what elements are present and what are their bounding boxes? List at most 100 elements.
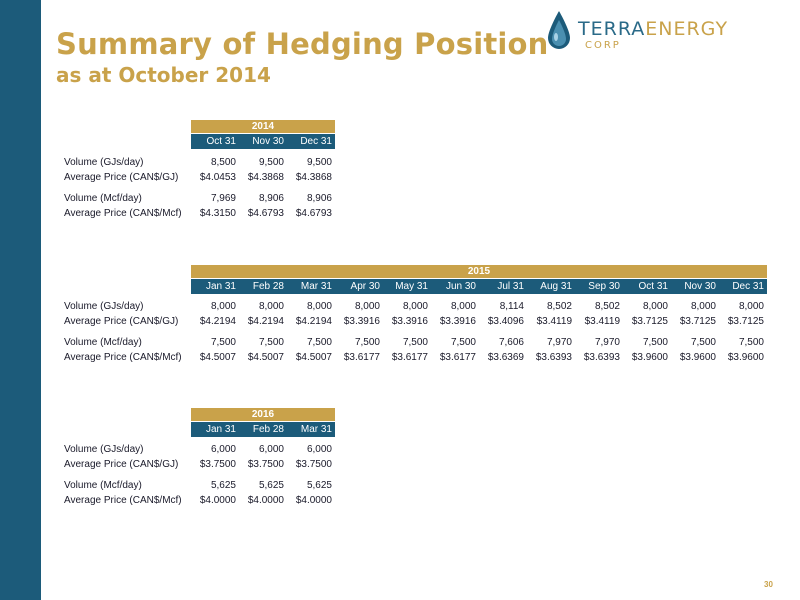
table-cell: 8,000 bbox=[402, 301, 428, 312]
table-cell: 7,500 bbox=[210, 337, 236, 348]
table-cell: $3.6393 bbox=[535, 352, 572, 363]
column-header: Oct 31 bbox=[638, 281, 668, 292]
table-cell: $4.0000 bbox=[295, 495, 332, 506]
row-label: Average Price (CAN$/GJ) bbox=[64, 316, 179, 327]
table-cell: 7,500 bbox=[450, 337, 476, 348]
table-cell: $3.7500 bbox=[199, 459, 236, 470]
table-cell: $3.3916 bbox=[391, 316, 428, 327]
table-cell: $4.6793 bbox=[295, 208, 332, 219]
table-cell: 6,000 bbox=[306, 444, 332, 455]
table-cell: $3.4119 bbox=[536, 316, 572, 327]
table-cell: 7,500 bbox=[306, 337, 332, 348]
table-cell: 7,500 bbox=[738, 337, 764, 348]
column-header: Dec 31 bbox=[300, 136, 332, 147]
table-cell: $4.5007 bbox=[247, 352, 284, 363]
table-cell: 7,500 bbox=[642, 337, 668, 348]
table-cell: $3.7125 bbox=[679, 316, 716, 327]
page-subtitle: as at October 2014 bbox=[56, 63, 271, 87]
row-label: Average Price (CAN$/Mcf) bbox=[64, 208, 182, 219]
table-cell: 6,000 bbox=[258, 444, 284, 455]
table-cell: $3.6393 bbox=[583, 352, 620, 363]
table-cell: 8,500 bbox=[210, 157, 236, 168]
column-header-row: Oct 31 Nov 30 Dec 31 bbox=[191, 134, 335, 149]
column-header: Apr 30 bbox=[350, 281, 380, 292]
year-header: 2016 bbox=[191, 408, 335, 421]
table-cell: 7,969 bbox=[210, 193, 236, 204]
table-cell: $4.5007 bbox=[199, 352, 236, 363]
table-cell: 7,606 bbox=[498, 337, 524, 348]
column-header: May 31 bbox=[395, 281, 428, 292]
table-cell: 8,906 bbox=[306, 193, 332, 204]
table-cell: 7,970 bbox=[546, 337, 572, 348]
logo-word-energy: ENERGY bbox=[645, 18, 729, 40]
column-header: Jan 31 bbox=[205, 281, 236, 292]
table-cell: 8,000 bbox=[642, 301, 668, 312]
table-cell: 9,500 bbox=[258, 157, 284, 168]
table-cell: $3.3916 bbox=[439, 316, 476, 327]
table-cell: $4.2194 bbox=[247, 316, 284, 327]
table-cell: 7,500 bbox=[258, 337, 284, 348]
table-cell: 8,906 bbox=[258, 193, 284, 204]
page-title: Summary of Hedging Position bbox=[56, 27, 549, 61]
table-cell: $4.6793 bbox=[247, 208, 284, 219]
table-cell: 9,500 bbox=[306, 157, 332, 168]
table-cell: 7,970 bbox=[594, 337, 620, 348]
table-cell: $4.3150 bbox=[199, 208, 236, 219]
column-header-row: Jan 31 Feb 28 Mar 31 Apr 30 May 31 Jun 30 Jul … bbox=[191, 279, 767, 294]
table-cell: $3.4119 bbox=[584, 316, 620, 327]
column-header: Nov 30 bbox=[684, 281, 716, 292]
logo-drop-icon bbox=[548, 11, 570, 49]
logo-word-terra: TERRA bbox=[578, 18, 646, 40]
table-cell: $4.5007 bbox=[295, 352, 332, 363]
table-cell: 8,000 bbox=[450, 301, 476, 312]
row-label: Volume (GJs/day) bbox=[64, 301, 144, 312]
table-cell: 8,000 bbox=[258, 301, 284, 312]
table-cell: 8,000 bbox=[690, 301, 716, 312]
row-label: Volume (GJs/day) bbox=[64, 157, 144, 168]
column-header: Oct 31 bbox=[206, 136, 236, 147]
column-header-row: Jan 31 Feb 28 Mar 31 bbox=[191, 422, 335, 437]
table-cell: 5,625 bbox=[210, 480, 236, 491]
table-cell: $3.6177 bbox=[343, 352, 380, 363]
logo-corp: CORP bbox=[585, 40, 621, 51]
table-cell: $3.7125 bbox=[631, 316, 668, 327]
table-cell: $3.9600 bbox=[679, 352, 716, 363]
table-cell: $4.2194 bbox=[199, 316, 236, 327]
table-cell: $3.7500 bbox=[247, 459, 284, 470]
table-cell: 7,500 bbox=[402, 337, 428, 348]
table-cell: $3.9600 bbox=[631, 352, 668, 363]
column-header: Mar 31 bbox=[300, 281, 332, 292]
table-cell: $3.6177 bbox=[391, 352, 428, 363]
row-label: Average Price (CAN$/Mcf) bbox=[64, 495, 182, 506]
column-header: Nov 30 bbox=[252, 136, 284, 147]
table-cell: 8,502 bbox=[546, 301, 572, 312]
table-cell: 8,502 bbox=[594, 301, 620, 312]
table-cell: $3.7125 bbox=[727, 316, 764, 327]
table-cell: 7,500 bbox=[690, 337, 716, 348]
table-cell: 6,000 bbox=[210, 444, 236, 455]
table-cell: $3.7500 bbox=[295, 459, 332, 470]
table-cell: $4.2194 bbox=[295, 316, 332, 327]
logo-wordmark: TERRAENERGY bbox=[578, 18, 728, 40]
table-cell: 5,625 bbox=[258, 480, 284, 491]
column-header: Feb 28 bbox=[252, 424, 284, 435]
column-header: Jan 31 bbox=[205, 424, 236, 435]
table-cell: 8,000 bbox=[354, 301, 380, 312]
table-cell: 8,114 bbox=[499, 301, 524, 312]
row-label: Volume (Mcf/day) bbox=[64, 337, 142, 348]
column-header: Dec 31 bbox=[732, 281, 764, 292]
column-header: Feb 28 bbox=[252, 281, 284, 292]
table-cell: $3.9600 bbox=[727, 352, 764, 363]
table-cell: $3.3916 bbox=[343, 316, 380, 327]
table-cell: $4.0000 bbox=[247, 495, 284, 506]
column-header: Aug 31 bbox=[540, 281, 572, 292]
table-cell: $3.6369 bbox=[487, 352, 524, 363]
row-label: Average Price (CAN$/Mcf) bbox=[64, 352, 182, 363]
table-cell: 8,000 bbox=[738, 301, 764, 312]
page-number: 30 bbox=[764, 580, 773, 589]
row-label: Volume (Mcf/day) bbox=[64, 193, 142, 204]
table-cell: 8,000 bbox=[306, 301, 332, 312]
table-cell: $4.0453 bbox=[199, 172, 236, 183]
table-cell: $3.6177 bbox=[439, 352, 476, 363]
column-header: Jun 30 bbox=[445, 281, 476, 292]
